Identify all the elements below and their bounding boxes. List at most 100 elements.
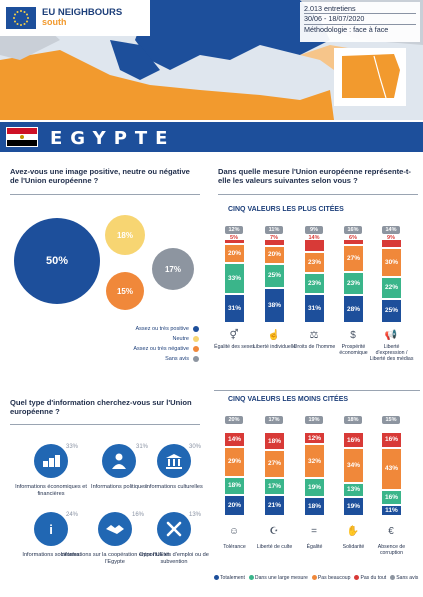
bar-segment: 38% — [265, 288, 284, 324]
info-question-title: Quel type d'information cherchez-vous su… — [10, 398, 192, 417]
bar-segment: 43% — [382, 448, 401, 491]
not-at-all-value: 7% — [270, 235, 278, 241]
bar-segment: 16% — [382, 490, 401, 507]
handshake-icon — [98, 512, 132, 546]
legend-item-no-opinion: Sans avis — [390, 575, 418, 581]
bar-segment: 20% — [265, 246, 284, 266]
not-at-all-value: 14% — [308, 235, 320, 241]
brand-subtitle: south — [42, 17, 67, 28]
info-pct: 31% — [136, 444, 149, 450]
brand-title: EU NEIGHBOURS — [42, 7, 123, 19]
bar-category-label: Liberté individuelle — [253, 344, 296, 350]
no-opinion-tag: 14% — [382, 226, 400, 234]
bar-segment — [305, 240, 324, 253]
not-at-all-value: 5% — [230, 235, 238, 241]
coins-icon — [34, 444, 68, 478]
legend-item-totally: Totalement — [214, 575, 245, 581]
legend-neutral-label: Neutre — [172, 336, 189, 342]
egypt-map-icon — [334, 48, 406, 106]
bar-segment: 34% — [344, 449, 363, 485]
bar-segment: 12% — [305, 433, 324, 446]
no-opinion-tag: 15% — [382, 416, 400, 424]
bubble-no-opinion: 17% — [152, 248, 194, 290]
brand-card: EU NEIGHBOURS south — [0, 0, 150, 36]
bar-segment — [265, 240, 284, 247]
bar-segment: 23% — [305, 274, 324, 296]
info-label: Opportunités d'emploi ou de subvention — [139, 552, 209, 565]
info-item-cooperation: 16% Informations sur la coopération entr… — [60, 512, 170, 566]
bar-segment: 19% — [305, 478, 324, 499]
bar-segment: 17% — [265, 478, 284, 496]
legend-no-opinion-label: Sans avis — [165, 356, 189, 362]
bar-segment: 23% — [344, 273, 363, 296]
not-at-all-value: 6% — [349, 235, 357, 241]
no-opinion-tag: 9% — [305, 226, 323, 234]
bar-segment: 16% — [344, 433, 363, 450]
egypt-flag-icon — [6, 127, 38, 147]
no-opinion-tag: 18% — [344, 416, 362, 424]
eu-flag-icon — [6, 7, 36, 29]
divider — [10, 424, 200, 425]
bar-segment: 19% — [344, 497, 363, 517]
bar-segment: 30% — [382, 248, 401, 279]
bar-segment — [225, 240, 244, 245]
bar-category-label: Égalité des sexes — [214, 344, 255, 350]
bar-segment: 27% — [344, 246, 363, 273]
bar-segment: 14% — [225, 433, 244, 448]
legend-negative-label: Assez ou très négative — [133, 346, 189, 352]
no-opinion-tag: 11% — [265, 226, 283, 234]
value-icon: ☪ — [269, 526, 279, 537]
value-icon: ☝ — [267, 330, 281, 341]
bar-segment: 25% — [382, 299, 401, 324]
bar-segment: 16% — [382, 433, 401, 449]
info-label: Informations culturelles — [145, 484, 203, 490]
bubble-positive: 50% — [14, 218, 100, 304]
info-pct: 33% — [66, 444, 79, 450]
legend-negative-dot — [193, 346, 199, 352]
value-icon: ☺ — [228, 526, 240, 537]
person-icon — [102, 444, 136, 478]
bar-segment: 29% — [225, 447, 244, 478]
legend-item-large: Dans une large mesure — [248, 575, 308, 581]
info-item-economic: 33% Informations économiques et financiè… — [10, 444, 92, 498]
info-pct: 13% — [189, 512, 202, 518]
values-question-title: Dans quelle mesure l'Union européenne re… — [218, 167, 411, 186]
no-opinion-tag: 20% — [225, 416, 243, 424]
info-item-employment: 13% Opportunités d'emploi ou de subventi… — [133, 512, 215, 566]
bar-segment — [344, 240, 363, 246]
bar-segment — [382, 240, 401, 249]
value-icon: 📢 — [384, 330, 398, 341]
info-item-cultural: 30% Informations culturelles — [133, 444, 215, 491]
info-label: Informations politiques — [91, 484, 147, 490]
divider — [10, 194, 200, 195]
legend-item-not-much: Pas beaucoup — [311, 575, 350, 581]
bar-segment: 22% — [382, 278, 401, 300]
value-icon: $ — [350, 330, 356, 341]
bar-segment: 20% — [225, 496, 244, 517]
bar-category-label: Égalité — [306, 544, 323, 550]
info-label: Informations sur la coopération entre l'… — [60, 552, 170, 565]
methodology: Méthodologie : face à face — [304, 24, 389, 34]
info-pct: 30% — [189, 444, 202, 450]
bar-segment: 11% — [382, 506, 401, 517]
info-icon: i — [34, 512, 68, 546]
no-opinion-tag: 17% — [265, 416, 283, 424]
bar-category-label: Droits de l'homme — [293, 344, 336, 350]
info-item-political: 31% Informations politiques — [78, 444, 160, 491]
legend-item-not-at-all: Pas du tout — [354, 575, 386, 581]
least-cited-title: CINQ VALEURS LES MOINS CITÉES — [228, 396, 349, 403]
info-item-societal: i 24% Informations sociétales — [10, 512, 92, 559]
not-at-all-value: 9% — [387, 235, 395, 241]
bar-segment: 32% — [305, 445, 324, 479]
bar-segment: 33% — [225, 263, 244, 295]
bar-segment: 18% — [265, 433, 284, 452]
no-opinion-tag: 19% — [305, 416, 323, 424]
bar-category-label: Liberté de culte — [256, 544, 293, 550]
bar-segment: 28% — [344, 296, 363, 324]
legend-positive-label: Assez ou très positive — [135, 326, 190, 332]
museum-icon — [157, 444, 191, 478]
most-cited-title: CINQ VALEURS LES PLUS CITÉES — [228, 206, 344, 213]
bar-segment: 27% — [265, 451, 284, 479]
divider — [218, 194, 418, 195]
survey-info-card: 2.013 entretiens 30/06 - 18/07/2020 Méth… — [300, 2, 420, 42]
